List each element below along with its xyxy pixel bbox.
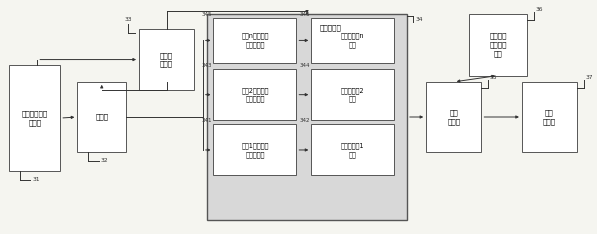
Text: 343: 343 [202, 63, 213, 68]
Text: 34: 34 [416, 17, 423, 22]
Bar [213, 69, 296, 120]
Text: 线程1处理缓冲
子队列单元: 线程1处理缓冲 子队列单元 [241, 142, 269, 157]
Text: 工作者线程1
单元: 工作者线程1 单元 [341, 142, 365, 157]
Text: 342: 342 [300, 118, 310, 123]
Text: 341: 341 [202, 118, 213, 123]
Bar [522, 82, 577, 152]
Text: 逻辑
处理器: 逻辑 处理器 [543, 109, 556, 125]
Text: 线程n处理缓冲
子队列单元: 线程n处理缓冲 子队列单元 [241, 33, 269, 48]
Bar [77, 82, 126, 152]
Bar [207, 14, 407, 220]
Text: 35: 35 [490, 75, 497, 80]
Bar [213, 18, 296, 63]
Bar [139, 29, 194, 90]
Bar [469, 14, 527, 76]
Text: 线程池模块: 线程池模块 [320, 25, 342, 31]
Text: 信息指令
解析引擎
模块: 信息指令 解析引擎 模块 [489, 33, 507, 57]
Bar [311, 18, 394, 63]
Text: 36: 36 [536, 7, 543, 12]
Text: 主线程
调度器: 主线程 调度器 [160, 52, 173, 67]
Text: 344: 344 [300, 63, 310, 68]
Text: 线程2处理缓冲
子队列单元: 线程2处理缓冲 子队列单元 [241, 87, 269, 102]
Bar [311, 124, 394, 176]
Bar [426, 82, 481, 152]
Text: 345: 345 [202, 12, 213, 17]
Bar [9, 65, 60, 171]
Text: 工作者线程n
单元: 工作者线程n 单元 [341, 33, 365, 48]
Text: 分配器: 分配器 [95, 114, 108, 120]
Text: 33: 33 [125, 17, 132, 22]
Text: 32: 32 [101, 158, 108, 163]
Text: 全局缓冲队列
管理器: 全局缓冲队列 管理器 [21, 110, 48, 126]
Bar [311, 69, 394, 120]
Text: 37: 37 [586, 75, 593, 80]
Text: 346: 346 [300, 12, 310, 17]
Bar [213, 124, 296, 176]
Text: 工作者线程2
单元: 工作者线程2 单元 [341, 87, 365, 102]
Text: 31: 31 [33, 177, 40, 182]
Text: 通讯
管理器: 通讯 管理器 [447, 109, 460, 125]
